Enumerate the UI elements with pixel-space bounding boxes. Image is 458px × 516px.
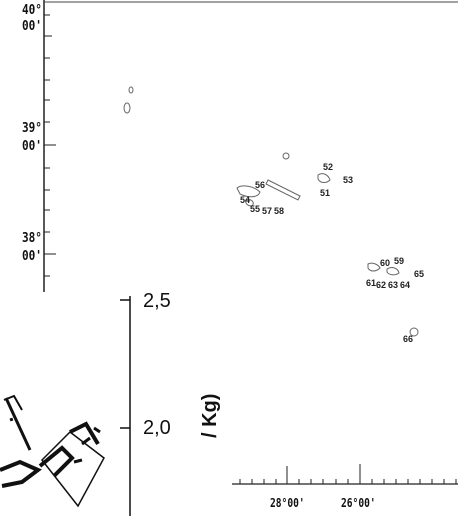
symbol-stroke — [9, 416, 17, 422]
station-label: 56 — [255, 180, 266, 190]
symbol-stroke — [4, 397, 32, 451]
station-label: 58 — [274, 206, 285, 216]
island-outline — [265, 179, 301, 201]
symbol-stroke — [69, 421, 100, 446]
longitude-label: 26°00' — [341, 496, 376, 510]
island-outline — [367, 262, 381, 272]
symbol-stroke — [3, 394, 23, 411]
symbol-stroke — [81, 436, 91, 446]
station-label: 57 — [262, 206, 273, 216]
island-outline — [236, 185, 261, 198]
station-label: 66 — [403, 334, 414, 344]
station-label: 59 — [394, 256, 405, 266]
island-outline — [245, 199, 254, 207]
station-label: 61 — [366, 278, 377, 288]
island-outline — [386, 267, 400, 276]
station-label: 55 — [250, 204, 261, 214]
latitude-degree-label: 38° — [22, 231, 42, 246]
station-label: 54 — [240, 195, 251, 205]
island-outline — [409, 327, 419, 337]
island-outline — [317, 173, 331, 183]
value-tick-label: 2,0 — [143, 417, 171, 439]
latitude-minute-label: 00' — [22, 139, 42, 154]
station-label: 62 — [376, 280, 387, 290]
value-axis-unit-label: / Kg) — [199, 393, 221, 438]
latitude-minute-label: 00' — [22, 249, 42, 264]
latitude-degree-label: 40° — [22, 3, 42, 18]
symbol-stroke — [73, 458, 83, 464]
station-label: 65 — [414, 269, 425, 279]
symbol-cluster — [0, 394, 105, 508]
station-label: 64 — [400, 280, 411, 290]
island-outline — [282, 152, 290, 160]
latitude-ticks — [44, 14, 56, 277]
station-label: 51 — [320, 188, 331, 198]
longitude-ticks — [239, 464, 457, 484]
symbol-stroke — [38, 445, 75, 478]
value-tick-label: 2,5 — [143, 290, 171, 312]
station-label: 52 — [323, 162, 334, 172]
latitude-minute-label: 00' — [22, 19, 42, 34]
longitude-label: 28°00' — [270, 496, 305, 510]
symbol-stroke — [41, 431, 105, 508]
station-label: 63 — [388, 280, 399, 290]
station-label: 60 — [380, 258, 391, 268]
island-outline — [128, 86, 134, 94]
symbol-stroke — [0, 459, 42, 488]
island-outline — [123, 102, 131, 114]
symbol-stroke — [93, 426, 101, 434]
island-outlines — [123, 86, 419, 337]
latitude-degree-label: 39° — [22, 121, 42, 136]
station-label: 53 — [343, 175, 354, 185]
